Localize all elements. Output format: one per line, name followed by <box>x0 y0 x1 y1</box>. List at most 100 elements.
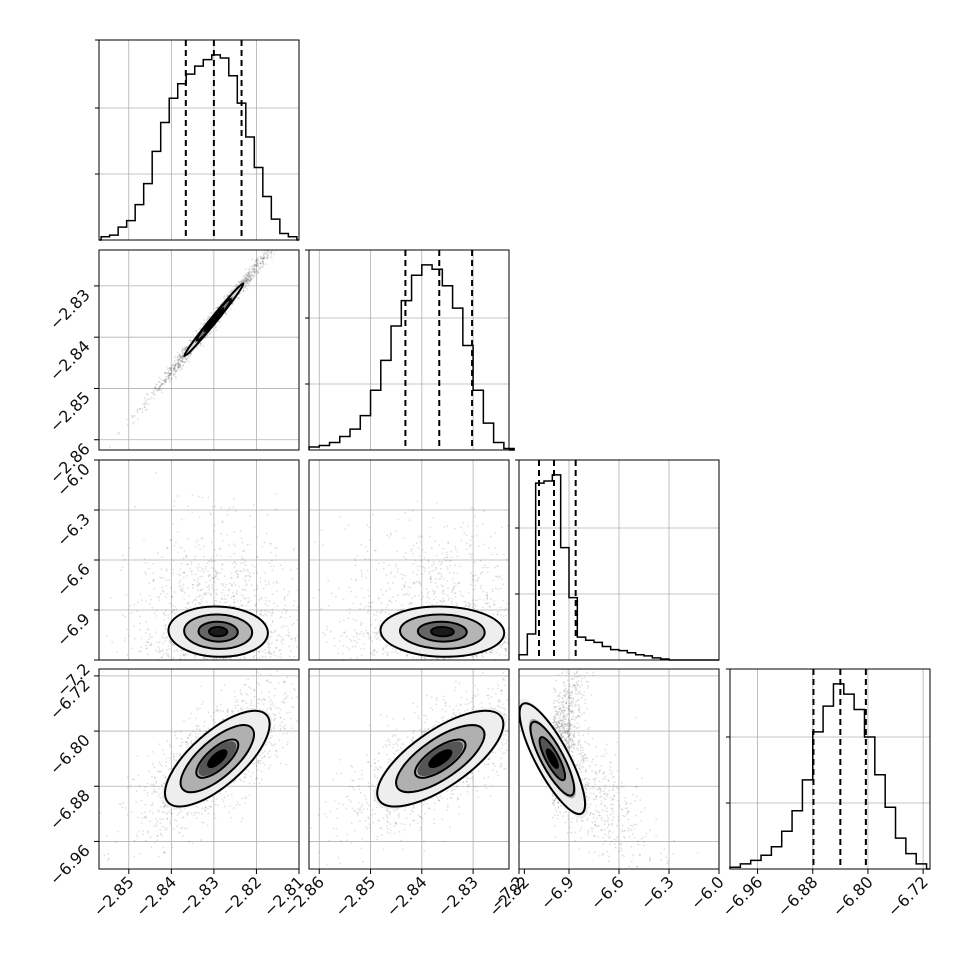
scatter-point <box>467 605 470 608</box>
scatter-point <box>141 830 144 832</box>
scatter-point <box>261 757 264 760</box>
scatter-point <box>269 611 272 614</box>
scatter-point <box>156 651 159 653</box>
scatter-point <box>197 583 200 585</box>
scatter-point <box>400 608 402 611</box>
scatter-point <box>278 712 281 715</box>
scatter-point <box>249 275 252 278</box>
scatter-point <box>268 643 270 645</box>
scatter-point <box>238 282 241 284</box>
scatter-point <box>280 636 283 638</box>
scatter-point <box>259 581 262 583</box>
scatter-point <box>167 377 170 380</box>
scatter-point <box>373 649 376 652</box>
scatter-point <box>181 562 183 565</box>
scatter-point <box>159 818 162 821</box>
scatter-point <box>416 673 418 675</box>
contour-line <box>379 605 506 658</box>
scatter-point <box>364 558 367 561</box>
scatter-point <box>271 241 273 243</box>
scatter-point <box>367 672 369 674</box>
scatter-point <box>158 641 161 644</box>
scatter-point <box>403 593 406 596</box>
scatter-point <box>384 644 387 647</box>
contour-line <box>195 297 232 342</box>
scatter-point <box>173 367 176 370</box>
scatter-point <box>177 366 180 369</box>
scatter-point <box>169 367 172 369</box>
scatter-point <box>504 636 507 638</box>
scatter-point <box>203 656 206 659</box>
scatter-point <box>170 539 172 541</box>
scatter-point <box>145 403 148 406</box>
scatter-point <box>503 641 506 643</box>
scatter-point <box>167 811 169 814</box>
scatter-point <box>264 651 267 654</box>
scatter-point <box>154 387 157 390</box>
scatter-point <box>199 602 202 605</box>
scatter-point <box>305 716 307 718</box>
scatter-point <box>182 360 184 363</box>
scatter-point <box>183 357 185 359</box>
scatter-point <box>337 587 340 590</box>
scatter-point <box>207 315 210 318</box>
scatter-point <box>267 583 270 585</box>
scatter-point <box>512 609 514 611</box>
scatter-point <box>215 588 218 591</box>
scatter-point <box>493 600 495 603</box>
scatter-point <box>198 583 201 585</box>
scatter-point <box>173 644 176 647</box>
scatter-point <box>350 590 353 593</box>
scatter-point <box>244 277 247 279</box>
scatter-point <box>176 362 179 365</box>
scatter-point <box>434 582 437 584</box>
scatter-point <box>268 652 271 655</box>
scatter-point <box>401 661 403 663</box>
scatter-point <box>178 355 180 358</box>
scatter-point <box>429 602 431 604</box>
scatter-point <box>284 617 287 619</box>
scatter-point <box>281 643 284 645</box>
scatter-point <box>229 604 232 607</box>
scatter-point <box>252 276 255 279</box>
scatter-point <box>243 656 246 658</box>
scatter-point <box>228 544 230 546</box>
scatter-point <box>248 782 251 785</box>
scatter-point <box>230 572 233 575</box>
scatter-point <box>219 661 221 663</box>
scatter-point <box>247 601 250 603</box>
scatter-point <box>172 374 175 377</box>
scatter-point <box>183 361 186 364</box>
scatter-point <box>208 559 210 562</box>
scatter-point <box>510 663 512 665</box>
scatter-point <box>126 418 128 421</box>
scatter-point <box>148 595 151 597</box>
scatter-point <box>305 644 307 646</box>
scatter-point <box>155 782 158 784</box>
scatter-point <box>152 393 155 396</box>
scatter-point <box>245 279 248 281</box>
scatter-point <box>187 563 189 566</box>
scatter-point <box>503 647 506 650</box>
scatter-point <box>205 581 208 584</box>
scatter-point <box>233 598 236 601</box>
scatter-point <box>158 771 161 774</box>
scatter-point <box>161 383 163 386</box>
scatter-point <box>489 651 491 653</box>
scatter-point <box>247 678 250 680</box>
scatter-point <box>503 642 505 644</box>
scatter-point <box>196 584 198 586</box>
scatter-point <box>424 657 427 660</box>
scatter-point <box>503 663 505 665</box>
scatter-point <box>494 587 497 590</box>
scatter-point <box>202 324 205 326</box>
scatter-point <box>276 634 279 637</box>
scatter-point <box>293 655 296 658</box>
scatter-point <box>146 408 148 411</box>
scatter-point <box>165 609 167 612</box>
scatter-point <box>247 283 250 286</box>
scatter-point <box>284 595 286 598</box>
scatter-point <box>157 380 160 383</box>
scatter-point <box>200 600 203 603</box>
scatter-point <box>155 615 158 617</box>
